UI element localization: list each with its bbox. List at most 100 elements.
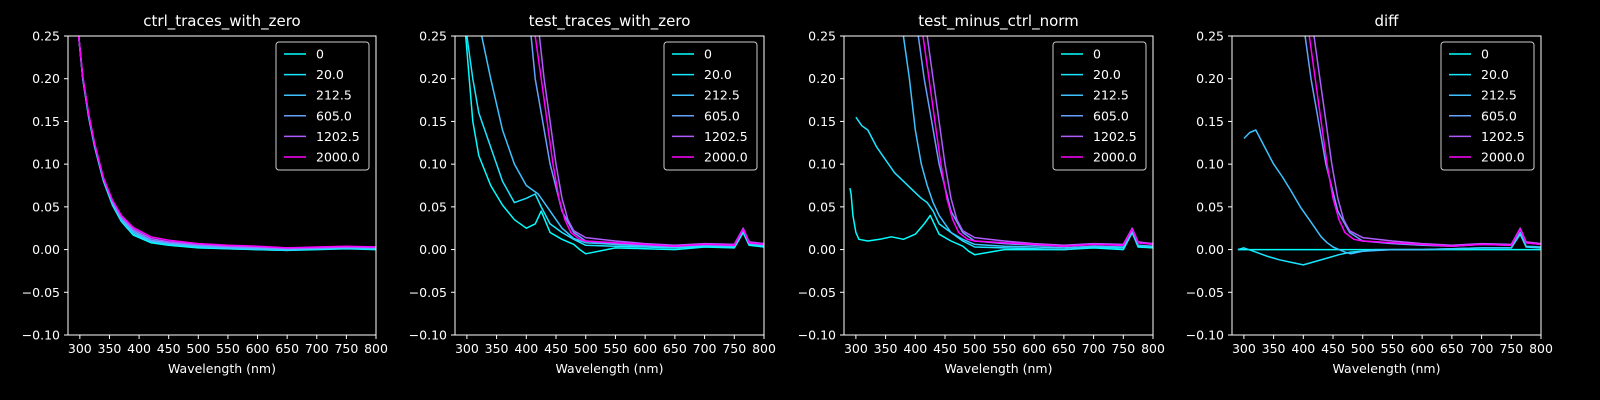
y-tick-label: −0.10: [22, 328, 60, 343]
x-tick-label: 300: [844, 341, 868, 356]
y-tick-label: 0.20: [1196, 71, 1224, 86]
series-group: [849, 36, 1153, 256]
chart-panel: ctrl_traces_with_zero 300 350 400 450 500 550 6…: [22, 12, 388, 376]
legend-label: 605.0: [316, 108, 352, 123]
series-line: [464, 36, 764, 255]
x-tick-label: 600: [1022, 341, 1046, 356]
x-tick-label: 600: [246, 341, 270, 356]
chart-title: test_minus_ctrl_norm: [918, 12, 1079, 31]
x-tick-label: 600: [633, 341, 657, 356]
legend: 0 20.0 212.5 605.0 1202.5 2000.0: [1440, 41, 1535, 171]
chart-title: diff: [1374, 12, 1399, 30]
legend-label: 605.0: [704, 108, 740, 123]
y-tick-label: 0.15: [808, 114, 836, 129]
x-tick-label: 650: [275, 341, 299, 356]
legend-label: 212.5: [1481, 88, 1517, 103]
series-line: [1308, 36, 1541, 247]
x-tick-label: 400: [514, 341, 538, 356]
series-line: [855, 116, 1153, 251]
y-tick-label: 0.10: [32, 157, 60, 172]
legend-label: 1202.5: [704, 129, 748, 144]
legend-label: 2000.0: [704, 150, 748, 165]
legend-label: 20.0: [1481, 67, 1509, 82]
x-tick-label: 650: [663, 341, 687, 356]
x-axis-label: Wavelength (nm): [168, 361, 276, 376]
x-tick-label: 750: [1111, 341, 1135, 356]
x-tick-label: 350: [874, 341, 898, 356]
y-tick-label: 0.10: [1196, 157, 1224, 172]
y-tick-label: −0.10: [1186, 328, 1224, 343]
axes-frame: [1231, 35, 1542, 336]
legend-label: 20.0: [316, 67, 344, 82]
x-tick-label: 800: [752, 341, 776, 356]
x-tick-label: 800: [364, 341, 388, 356]
y-tick-label: 0.00: [419, 242, 447, 257]
series-line: [77, 36, 376, 249]
legend-label: 2000.0: [1093, 150, 1137, 165]
x-axis-label: Wavelength (nm): [1333, 361, 1441, 376]
series-group: [464, 36, 764, 255]
y-tick-label: 0.25: [808, 29, 836, 44]
x-tick-label: 450: [1321, 341, 1345, 356]
x-tick-label: 450: [933, 341, 957, 356]
legend: 0 20.0 212.5 605.0 1202.5 2000.0: [275, 41, 370, 171]
legend-label: 605.0: [1481, 108, 1517, 123]
series-line: [534, 36, 764, 247]
y-tick-label: 0.05: [419, 199, 447, 214]
x-tick-label: 750: [1499, 341, 1523, 356]
x-tick-label: 500: [574, 341, 598, 356]
y-tick-label: 0.00: [1196, 242, 1224, 257]
legend-label: 2000.0: [1481, 150, 1525, 165]
x-tick-label: 450: [544, 341, 568, 356]
x-tick-label: 800: [1529, 341, 1553, 356]
series-group: [1237, 36, 1541, 266]
x-tick-label: 450: [157, 341, 181, 356]
series-line: [466, 36, 764, 249]
x-axis-label: Wavelength (nm): [945, 361, 1053, 376]
y-tick-label: 0.15: [419, 114, 447, 129]
series-line: [1243, 129, 1541, 255]
series-group: [77, 36, 376, 252]
chart-panel: test_minus_ctrl_norm 300 350 400 450 500 550 60…: [798, 12, 1165, 376]
x-tick-label: 600: [1410, 341, 1434, 356]
y-tick-label: 0.10: [419, 157, 447, 172]
chart-title: test_traces_with_zero: [529, 12, 691, 31]
axes-frame: [843, 35, 1154, 336]
y-tick-label: −0.05: [409, 285, 447, 300]
y-tick-label: 0.10: [808, 157, 836, 172]
y-tick-label: −0.05: [1186, 285, 1224, 300]
x-tick-label: 500: [963, 341, 987, 356]
series-line: [922, 36, 1153, 247]
y-tick-label: 0.05: [808, 199, 836, 214]
y-tick-label: −0.05: [798, 285, 836, 300]
legend-label: 0: [316, 47, 324, 62]
x-tick-label: 350: [485, 341, 509, 356]
x-tick-label: 550: [604, 341, 628, 356]
y-tick-label: −0.10: [409, 328, 447, 343]
legend: 0 20.0 212.5 605.0 1202.5 2000.0: [663, 41, 758, 171]
legend-label: 0: [1093, 47, 1101, 62]
chart-panel: diff 300 350 400 450 500 550 600 650 700 750 800 −0.…: [1186, 12, 1553, 376]
legend-label: 0: [1481, 47, 1489, 62]
legend-label: 1202.5: [316, 129, 360, 144]
x-tick-label: 550: [216, 341, 240, 356]
y-tick-label: 0.05: [32, 199, 60, 214]
legend-label: 212.5: [1093, 88, 1129, 103]
x-tick-label: 800: [1141, 341, 1165, 356]
legend-label: 1202.5: [1093, 129, 1137, 144]
y-tick-label: 0.05: [1196, 199, 1224, 214]
x-tick-label: 650: [1052, 341, 1076, 356]
y-tick-label: 0.00: [808, 242, 836, 257]
series-line: [902, 36, 1153, 249]
x-tick-label: 700: [1082, 341, 1106, 356]
chart-title: ctrl_traces_with_zero: [143, 12, 300, 31]
x-tick-label: 300: [455, 341, 479, 356]
x-tick-label: 400: [127, 341, 151, 356]
legend: 0 20.0 212.5 605.0 1202.5 2000.0: [1052, 41, 1147, 171]
x-tick-label: 700: [1470, 341, 1494, 356]
axes-frame: [67, 35, 377, 336]
legend-label: 1202.5: [1481, 129, 1525, 144]
series-line: [849, 187, 1153, 256]
x-tick-label: 700: [693, 341, 717, 356]
